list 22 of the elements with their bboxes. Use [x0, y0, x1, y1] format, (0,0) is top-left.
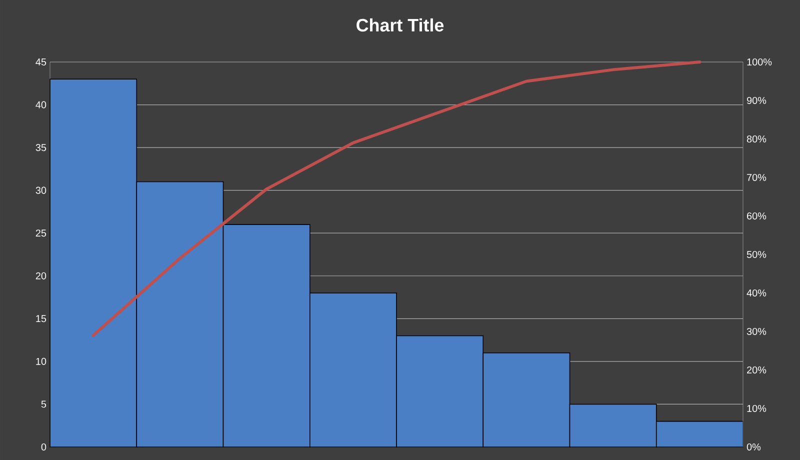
y2-tick-label: 0%	[746, 443, 761, 451]
y-tick-label: 40	[36, 101, 46, 108]
y-tick-label: 0	[41, 443, 46, 451]
y-tick-label: 25	[36, 230, 46, 237]
y-tick-label: 45	[36, 58, 46, 66]
y2-tick-label: 50%	[746, 250, 766, 258]
y-tick-label: 35	[36, 144, 46, 152]
y2-tick-label: 10%	[747, 404, 766, 412]
y2-tick-label: 30%	[746, 328, 766, 336]
y2-tick-label: 90%	[746, 96, 766, 104]
y2-tick-label: 20%	[747, 366, 766, 374]
y-tick-label: 5	[41, 400, 46, 408]
y2-tick-label: 60%	[747, 212, 766, 220]
y2-tick-label: 80%	[746, 135, 766, 143]
y-tick-label: 15	[36, 315, 46, 322]
y-tick-label: 30	[36, 186, 46, 194]
chart-title: Chart Title	[356, 18, 444, 32]
y2-tick-label: 40%	[746, 289, 766, 297]
y-tick-label: 10	[36, 358, 46, 365]
y-tick-label: 20	[36, 272, 46, 280]
y2-tick-label: 100%	[747, 58, 772, 66]
y2-tick-label: 70%	[747, 174, 766, 182]
